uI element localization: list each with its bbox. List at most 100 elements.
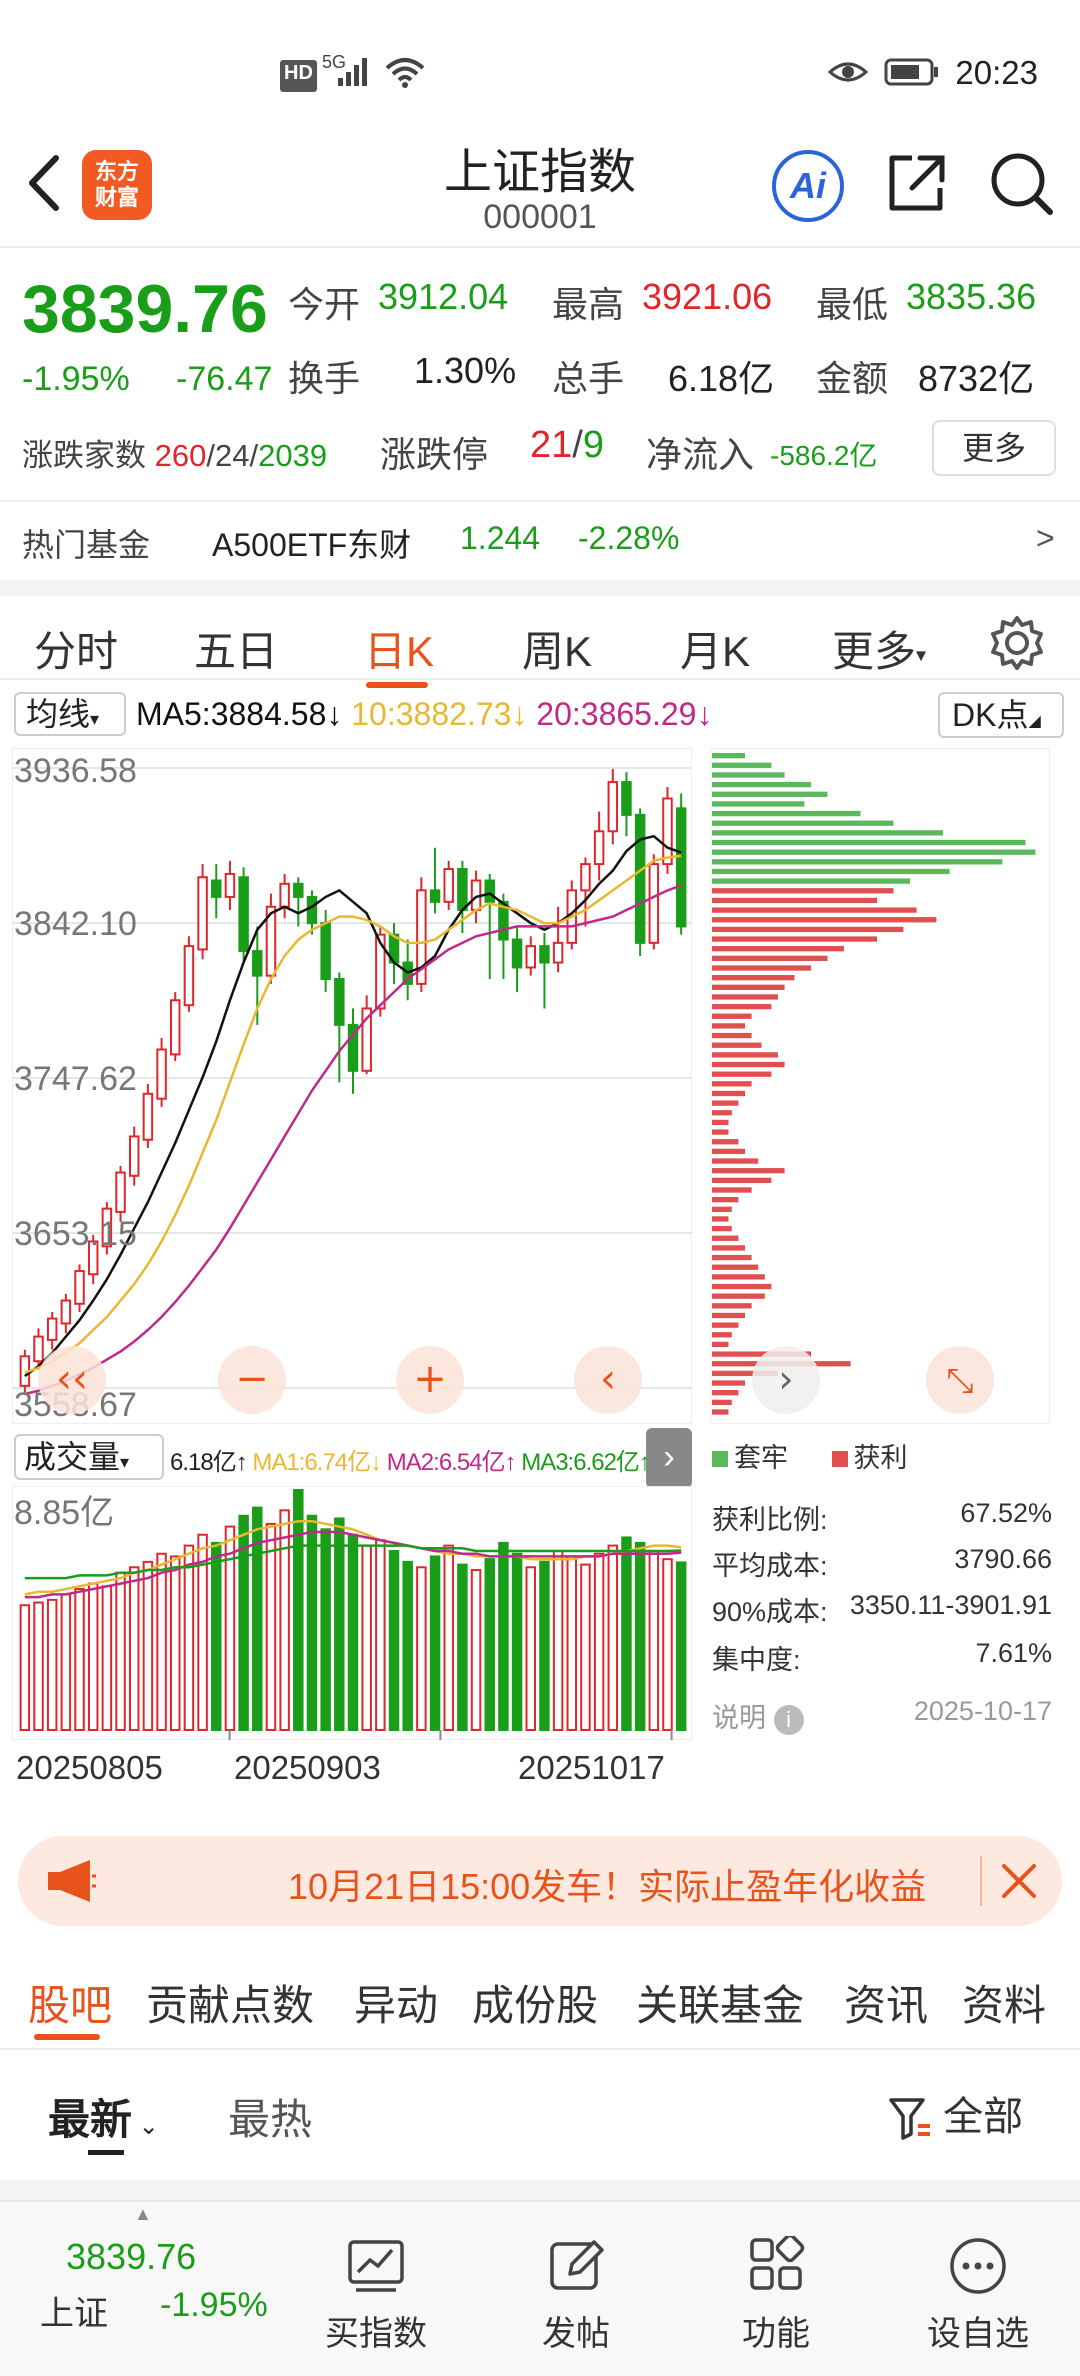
- close-icon[interactable]: [1000, 1862, 1038, 1900]
- concentration-label: 集中度:: [712, 1645, 801, 1675]
- volume-bar: [170, 1555, 181, 1732]
- chip-bar-loss: [712, 820, 894, 826]
- buy-index-button[interactable]: 买指数: [296, 2202, 456, 2376]
- share-icon[interactable]: [884, 150, 950, 216]
- filter-button[interactable]: 全部: [888, 2084, 1023, 2142]
- vol-ma3: MA3:6.62亿↑: [521, 1449, 651, 1476]
- period-tabs: 分时 五日 日K 周K 月K 更多▾: [0, 580, 1080, 688]
- more-dots-icon: [950, 2238, 1006, 2294]
- chip-note[interactable]: 说明 i 2025-10-17: [712, 1696, 1052, 1735]
- settings-gear-icon[interactable]: [988, 614, 1046, 672]
- hot-fund-row[interactable]: 热门基金 A500ETF东财 1.244 -2.28% >: [0, 500, 1080, 580]
- chip-bar-loss: [712, 830, 943, 836]
- scroll-left-button[interactable]: [574, 1346, 642, 1414]
- candle-body: [170, 999, 181, 1056]
- tab-profile[interactable]: 资料: [962, 1982, 1047, 2029]
- candle-body: [457, 868, 468, 912]
- back-arrow-icon[interactable]: [22, 152, 66, 214]
- breadth-down: 2039: [258, 438, 328, 473]
- tab-news[interactable]: 资讯: [844, 1982, 929, 2029]
- breadth: 涨跌家数 260/24/2039: [22, 438, 328, 473]
- fullscreen-button[interactable]: [926, 1346, 994, 1414]
- status-bar: HD 5G 20:23: [0, 0, 1080, 140]
- y-tick-label: 3653.15: [14, 1215, 137, 1253]
- more-button[interactable]: 更多: [932, 420, 1056, 476]
- hot-fund-price: 1.244: [460, 520, 541, 556]
- function-button[interactable]: 功能: [696, 2202, 856, 2376]
- low-value: 3835.36: [906, 276, 1037, 317]
- x-axis-dates: 20250805 20250903 20251017: [12, 1745, 692, 1795]
- banner-text: 10月21日15:00发车！实际止盈年化收益: [288, 1866, 927, 1907]
- chip-bar-loss: [712, 839, 1026, 846]
- ai-button[interactable]: Ai: [772, 150, 844, 222]
- expand-panel-button[interactable]: ›: [646, 1428, 692, 1488]
- legend-loss-swatch: [712, 1451, 728, 1467]
- dk-button[interactable]: DK点◢: [938, 692, 1064, 738]
- chip-bar-loss: [712, 753, 745, 759]
- volume-selector[interactable]: 成交量▾: [14, 1434, 164, 1480]
- candle-body: [539, 945, 550, 964]
- volume-ma-line-ma2: [24, 1530, 682, 1599]
- zoom-in-button[interactable]: [396, 1346, 464, 1414]
- chip-bar-profit: [712, 1332, 732, 1338]
- tab-guba[interactable]: 股吧: [28, 1982, 113, 2029]
- volume-bar: [306, 1514, 318, 1732]
- scroll-left-fast-button[interactable]: [38, 1346, 106, 1414]
- promo-banner[interactable]: 10月21日15:00发车！实际止盈年化收益: [18, 1836, 1062, 1926]
- scroll-right-button[interactable]: [752, 1346, 820, 1414]
- post-button[interactable]: 发帖: [496, 2202, 656, 2376]
- change-amount: -76.47: [176, 360, 273, 398]
- candle-body: [46, 1317, 58, 1341]
- tab-anomaly[interactable]: 异动: [354, 1982, 439, 2029]
- mini-quote[interactable]: ▲ 3839.76 上证 -1.95%: [20, 2202, 280, 2376]
- tab-yuek[interactable]: 月K: [680, 628, 751, 675]
- chip-bar-profit: [712, 1303, 752, 1309]
- ma-selector[interactable]: 均线▾: [14, 692, 126, 736]
- chip-bar-profit: [712, 1052, 778, 1058]
- volume-chart[interactable]: 8.85亿: [12, 1486, 692, 1740]
- chip-bar-profit: [712, 1139, 739, 1145]
- volume-bar: [621, 1536, 632, 1731]
- logo-text-1: 东方: [94, 159, 139, 184]
- tab-more[interactable]: 更多▾: [832, 618, 926, 679]
- volume-bar: [552, 1550, 564, 1731]
- bottom-bar: ▲ 3839.76 上证 -1.95% 买指数 发帖 功能 设: [0, 2200, 1080, 2376]
- tab-rik[interactable]: 日K: [364, 628, 435, 675]
- volume-bar: [115, 1571, 126, 1731]
- chip-bar-profit: [712, 888, 894, 894]
- volume-bar: [566, 1555, 578, 1732]
- mini-change: -1.95%: [160, 2286, 268, 2324]
- network-type: 5G: [322, 52, 347, 72]
- candle-body: [511, 938, 523, 969]
- edit-icon: [550, 2240, 604, 2290]
- search-icon[interactable]: [988, 148, 1056, 220]
- tab-contribution[interactable]: 贡献点数: [146, 1982, 315, 2029]
- volume-bar: [675, 1561, 687, 1731]
- caret-down-icon: ▾: [120, 1452, 130, 1472]
- add-watchlist-button[interactable]: 设自选: [898, 2202, 1058, 2376]
- volume-bar: [197, 1533, 208, 1732]
- chip-bar-profit: [712, 1322, 739, 1328]
- tab-constituents[interactable]: 成份股: [472, 1982, 599, 2029]
- vol-value: 6.18亿↑: [170, 1449, 248, 1476]
- sort-latest[interactable]: 最新 ⌄: [48, 2086, 159, 2147]
- candle-body: [593, 830, 605, 866]
- tab-related-funds[interactable]: 关联基金: [636, 1982, 805, 2029]
- candle-body: [443, 868, 454, 903]
- caret-down-icon: ▾: [90, 709, 100, 729]
- tab-wuri[interactable]: 五日: [194, 628, 279, 675]
- megaphone-icon: [48, 1860, 96, 1902]
- candle-body: [416, 889, 427, 985]
- tab-fenshi[interactable]: 分时: [34, 628, 119, 675]
- chip-bar-profit: [712, 975, 795, 981]
- sort-hot[interactable]: 最热: [228, 2096, 313, 2143]
- change-percent: -1.95%: [22, 360, 130, 398]
- volume-scale-label: 8.85亿: [14, 1494, 114, 1532]
- info-icon: i: [773, 1705, 804, 1735]
- chip-bar-profit: [712, 1177, 772, 1184]
- tab-zhouk[interactable]: 周K: [522, 628, 593, 675]
- zoom-out-button[interactable]: [218, 1346, 286, 1414]
- volume-bar: [293, 1489, 304, 1731]
- volume-ma-line-ma3: [24, 1544, 682, 1580]
